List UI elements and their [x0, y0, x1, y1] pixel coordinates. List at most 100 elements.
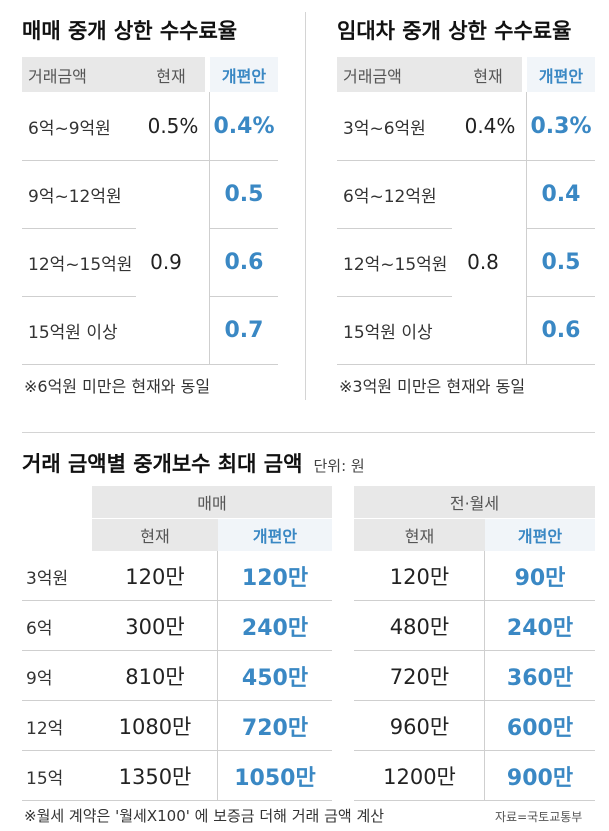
section-divider: [305, 12, 306, 400]
sale-rate-header-blue-bg: [210, 57, 278, 92]
sale-divider: [209, 92, 210, 364]
lease-rate-note: ※3억원 미만은 현재와 동일: [339, 377, 526, 396]
fee-row-amount: 9억: [26, 668, 53, 689]
sale-row-proposed: 0.5: [224, 181, 264, 207]
sale-sub-proposed: 개편안: [252, 526, 298, 546]
fee-sale-proposed: 1050만: [234, 766, 316, 791]
lease-row-range: 15억원 이상: [343, 322, 433, 343]
fee-sale-current: 120만: [125, 565, 185, 589]
fee-sale-current: 1080만: [118, 715, 192, 739]
group-label-lease: 전·월세: [449, 494, 500, 513]
fee-row-amount: 3억원: [26, 568, 69, 589]
sale-row-proposed: 0.7: [224, 317, 264, 343]
fee-rule: [354, 700, 595, 701]
sale-rate-header-bg: [22, 57, 205, 92]
sale-rate-note: ※6억원 미만은 현재와 동일: [24, 377, 211, 396]
fee-lease-proposed: 360만: [506, 666, 574, 691]
group-header-rule: [92, 518, 332, 519]
lease-group-blue-bg: [485, 518, 595, 551]
sale-rule: [210, 228, 278, 229]
fee-rule: [22, 750, 332, 751]
fee-lease-current: 480만: [389, 615, 450, 639]
lease-rule: [337, 296, 452, 297]
lease-rule: [527, 296, 595, 297]
sale-rule: [22, 228, 136, 229]
lease-row-range: 12억~15억원: [343, 254, 448, 275]
fee-row-amount: 6억: [26, 618, 53, 639]
fee-sale-proposed: 120만: [241, 566, 309, 591]
fee-sale-current: 300만: [125, 615, 185, 639]
sale-sub-current: 현재: [140, 526, 170, 546]
sale-col-current: 현재: [156, 66, 186, 86]
fee-rule: [22, 600, 332, 601]
sale-rate-title: 매매 중개 상한 수수료율: [22, 19, 238, 43]
fee-sale-current: 810만: [125, 665, 185, 689]
fee-lease-current: 720만: [389, 665, 450, 689]
sale-row-proposed: 0.4%: [213, 113, 275, 139]
fee-sale-proposed: 450만: [241, 666, 309, 691]
lease-row-proposed: 0.5: [541, 249, 581, 275]
source-credit: 자료=국토교통부: [495, 810, 583, 824]
fee-rule: [354, 650, 595, 651]
sale-rule: [22, 364, 278, 365]
fee-lease-current: 960만: [389, 715, 450, 739]
fee-rule: [22, 650, 332, 651]
fee-rule: [354, 600, 595, 601]
fee-sale-proposed: 720만: [241, 716, 309, 741]
fee-lease-proposed: 240만: [506, 616, 574, 641]
lease-rule: [337, 364, 595, 365]
fee-sale-current: 1350만: [118, 765, 192, 789]
lease-divider: [526, 92, 527, 364]
lease-rule: [337, 160, 595, 161]
lease-col-proposed: 개편안: [538, 66, 584, 86]
lease-rule: [527, 228, 595, 229]
fee-lease-proposed: 600만: [506, 716, 574, 741]
fee-rule: [22, 800, 332, 801]
lease-col-current: 현재: [473, 66, 503, 86]
lease-row-current: 0.4%: [464, 114, 516, 138]
fee-rule: [22, 700, 332, 701]
fee-table-title: 거래 금액별 중개보수 최대 금액: [22, 452, 303, 476]
sale-merged-current: 0.9: [150, 250, 182, 274]
sale-rule: [22, 296, 136, 297]
lease-row-proposed: 0.3%: [530, 113, 592, 139]
fee-table-unit: 단위: 원: [313, 457, 365, 475]
sale-rule: [210, 296, 278, 297]
lease-col-amount: 거래금액: [343, 66, 402, 86]
lease-merged-current: 0.8: [467, 250, 499, 274]
sale-row-range: 6억~9억원: [28, 118, 111, 139]
sale-col-amount: 거래금액: [28, 66, 87, 86]
lease-row-range: 3억~6억원: [343, 118, 426, 139]
sale-row-range: 9억~12억원: [28, 186, 122, 207]
group-header-rule: [354, 518, 595, 519]
fee-table-note: ※월세 계약은 '월세X100' 에 보증금 더해 거래 금액 계산: [24, 807, 385, 825]
fee-sale-proposed: 240만: [241, 616, 309, 641]
lease-rate-title: 임대차 중개 상한 수수료율: [337, 19, 572, 43]
fee-rule: [354, 750, 595, 751]
fee-lease-current: 1200만: [383, 765, 456, 789]
sale-row-range: 12억~15억원: [28, 254, 133, 275]
lease-row-range: 6억~12억원: [343, 186, 437, 207]
lease-rate-header-bg: [337, 57, 522, 92]
fee-lease-current: 120만: [389, 565, 450, 589]
sale-col-proposed: 개편안: [221, 66, 267, 86]
lease-rate-header-blue-bg: [527, 57, 595, 92]
lease-rule: [337, 228, 452, 229]
fee-rule: [354, 800, 595, 801]
sale-row-range: 15억원 이상: [28, 322, 118, 343]
lease-sub-proposed: 개편안: [517, 526, 563, 546]
lease-row-proposed: 0.6: [541, 317, 581, 343]
fee-lease-proposed: 90만: [514, 566, 566, 591]
sale-group-blue-bg: [218, 518, 332, 551]
lease-row-proposed: 0.4: [541, 181, 581, 207]
group-label-sale: 매매: [197, 494, 227, 513]
fee-divider: [217, 551, 218, 800]
fee-row-amount: 12억: [26, 718, 64, 739]
fee-lease-proposed: 900만: [506, 766, 574, 791]
sale-row-proposed: 0.6: [224, 249, 264, 275]
fee-row-amount: 15억: [26, 768, 64, 789]
sale-rule: [22, 160, 278, 161]
lease-sub-current: 현재: [404, 526, 435, 546]
sale-row-current: 0.5%: [147, 114, 199, 138]
fee-divider: [484, 551, 485, 800]
